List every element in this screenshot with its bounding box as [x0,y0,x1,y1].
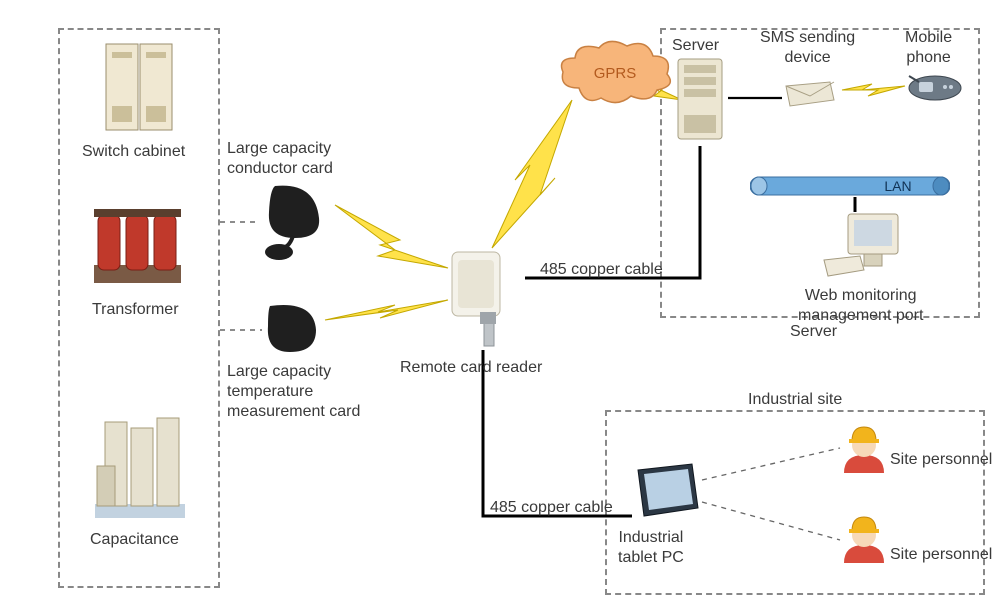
transformer-label: Transformer [92,300,179,320]
remote-card-reader-icon [440,250,528,350]
svg-text:LAN: LAN [884,178,911,194]
lan-bar-icon: LAN [750,175,950,197]
transformer-icon [90,205,185,293]
temperature-card-icon [262,300,324,360]
web-terminal-label: Web monitoring management port [798,286,923,326]
web-terminal-icon [820,210,905,280]
industrial-site-title: Industrial site [748,390,842,410]
conductor-card-icon [255,182,333,264]
switch-cabinet-label: Switch cabinet [82,142,185,162]
server-tower-icon [672,55,728,145]
industrial-tablet-icon [632,460,702,520]
sms-device-label: SMS sending device [760,28,855,68]
gprs-cloud-icon: GPRS [555,38,675,108]
site-personnel-2-icon [840,515,888,565]
remote-reader-label: Remote card reader [400,358,542,378]
mobile-phone-icon [905,70,965,106]
cable2-label: 485 copper cable [490,498,613,518]
sms-device-icon [780,80,840,112]
site-personnel-1-icon [840,425,888,475]
site-personnel-1-label: Site personnel [890,450,992,470]
conductor-card-label: Large capacity conductor card [227,139,333,179]
mobile-phone-label: Mobile phone [905,28,952,68]
temperature-card-label: Large capacity temperature measurement c… [227,362,360,422]
capacitance-label: Capacitance [90,530,179,550]
gprs-text: GPRS [594,65,637,82]
capacitance-icon [95,410,185,520]
cable1-label: 485 copper cable [540,260,663,280]
server-label: Server [672,36,719,56]
industrial-tablet-label: Industrial tablet PC [618,528,684,568]
site-personnel-2-label: Site personnel [890,545,992,565]
switch-cabinet-icon [100,40,178,135]
